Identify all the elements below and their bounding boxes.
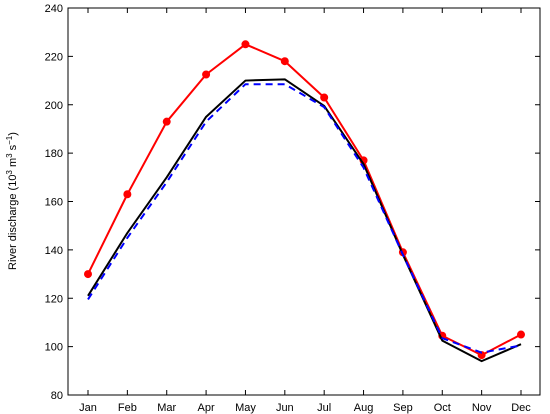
y-tick-label: 220 <box>45 51 63 63</box>
x-tick-label: Aug <box>354 402 374 414</box>
y-tick-label: 180 <box>45 148 63 160</box>
y-tick-label: 240 <box>45 3 63 15</box>
series-1-point <box>517 330 525 339</box>
x-tick-label: Feb <box>118 402 137 414</box>
plot-area <box>67 7 541 396</box>
x-tick-label: Nov <box>472 402 492 414</box>
series-1-point <box>123 190 132 199</box>
y-tick-label: 100 <box>45 342 63 354</box>
series-1-point <box>202 70 211 79</box>
x-tick-label: May <box>235 402 256 414</box>
series-1-point <box>477 351 486 360</box>
series-1-point <box>162 117 171 126</box>
series-layer <box>84 40 525 363</box>
y-tick-label: 80 <box>51 390 63 402</box>
x-tick-label: Jul <box>317 402 331 414</box>
y-tick-label: 120 <box>45 293 63 305</box>
y-axis: 80 100 120 140 160 180 200 220 240 <box>45 3 540 402</box>
y-tick-label: 160 <box>45 197 63 209</box>
y-tick-label: 140 <box>45 245 63 257</box>
series-1-point <box>84 270 92 279</box>
series-1-point <box>320 93 329 102</box>
series-line-3 <box>87 83 522 354</box>
x-tick-label: Jan <box>79 402 97 414</box>
x-axis: Jan Feb Mar Apr May Jun Jul Aug Sep Oct Nov Dec <box>79 8 531 414</box>
y-axis-title: River discharge (103 m3 s−1) <box>5 132 20 270</box>
x-tick-label: Dec <box>511 402 531 414</box>
series-line-2 <box>87 78 522 363</box>
x-tick-label: Mar <box>157 402 176 414</box>
series-line-1 <box>87 43 522 357</box>
x-tick-label: Oct <box>434 402 451 414</box>
series-1-point <box>241 40 250 49</box>
series-1-point <box>280 57 289 66</box>
x-tick-label: Jun <box>276 402 294 414</box>
x-tick-label: Sep <box>393 402 413 414</box>
x-tick-label: Apr <box>198 402 215 414</box>
y-tick-label: 200 <box>45 100 63 112</box>
